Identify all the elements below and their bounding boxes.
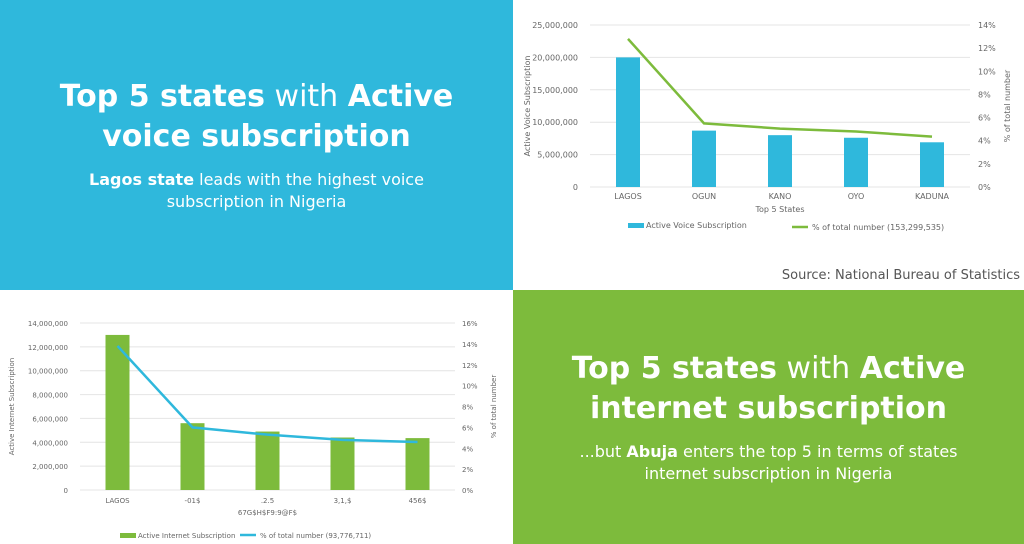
bar <box>844 137 868 187</box>
y-tick-label: 20,000,000 <box>532 53 578 62</box>
y-tick-label: 0 <box>64 487 68 495</box>
x-tick-label: 3,1,$ <box>334 497 352 505</box>
y-tick-label: 0 <box>573 183 578 192</box>
y2-tick-label: 12% <box>462 362 478 370</box>
x-tick-label: LAGOS <box>105 497 130 505</box>
legend-label: % of total number (153,299,535) <box>812 223 944 232</box>
y-axis-title: Active Internet Subscription <box>8 358 16 455</box>
x-tick-label: 456$ <box>409 497 427 505</box>
legend-swatch-bar <box>628 223 644 228</box>
y2-tick-label: 16% <box>462 320 478 328</box>
y2-tick-label: 6% <box>462 424 473 432</box>
voice-headline: Top 5 states with Active voice subscripti… <box>59 79 454 154</box>
y-tick-label: 5,000,000 <box>537 151 578 160</box>
internet-headline: Top 5 states with Active internet subscri… <box>571 351 966 426</box>
bar <box>616 57 640 188</box>
y2-axis-title: % of total number <box>1003 69 1012 142</box>
y-axis-title: Active Voice Subscription <box>523 56 532 157</box>
x-tick-label: .2.5 <box>261 497 274 505</box>
y-tick-label: 14,000,000 <box>28 320 68 328</box>
bar <box>768 135 792 187</box>
bar <box>405 438 430 490</box>
bar <box>255 431 280 490</box>
x-tick-label: KADUNA <box>915 192 950 201</box>
y-tick-label: 4,000,000 <box>32 439 68 447</box>
internet-subtext: ...but Abuja enters the top 5 in terms o… <box>579 442 958 483</box>
y2-tick-label: 10% <box>462 383 478 391</box>
y2-tick-label: 4% <box>462 445 473 453</box>
y2-tick-label: 2% <box>978 160 991 169</box>
x-axis-title: Top 5 States <box>754 205 804 214</box>
x-tick-label: OGUN <box>692 192 716 201</box>
bar <box>692 130 716 187</box>
legend-label: Active Voice Subscription <box>646 221 747 230</box>
y2-tick-label: 0% <box>978 183 991 192</box>
y2-tick-label: 14% <box>978 21 996 30</box>
voice-subtext: Lagos state leads with the highest voice… <box>89 170 424 211</box>
y2-tick-label: 10% <box>978 67 996 76</box>
x-tick-label: LAGOS <box>614 192 642 201</box>
legend-label: Active Internet Subscription <box>138 532 235 540</box>
x-axis-title: 67G$H$F9:9@F$ <box>238 509 297 517</box>
y2-tick-label: 12% <box>978 44 996 53</box>
y2-tick-label: 2% <box>462 466 473 474</box>
x-tick-label: OYO <box>848 192 865 201</box>
y2-tick-label: 8% <box>978 90 991 99</box>
x-tick-label: -01$ <box>185 497 201 505</box>
y2-tick-label: 0% <box>462 487 473 495</box>
y-tick-label: 15,000,000 <box>532 86 578 95</box>
y2-tick-label: 4% <box>978 137 991 146</box>
y-tick-label: 10,000,000 <box>28 368 68 376</box>
bar <box>330 437 355 490</box>
bar <box>105 334 130 490</box>
series-line <box>116 345 418 444</box>
y2-axis-title: % of total number <box>490 375 498 439</box>
y-tick-label: 10,000,000 <box>532 118 578 127</box>
y2-tick-label: 6% <box>978 114 991 123</box>
bar <box>920 142 944 187</box>
y-tick-label: 2,000,000 <box>32 463 68 471</box>
y2-tick-label: 14% <box>462 341 478 349</box>
y2-tick-label: 8% <box>462 404 473 412</box>
bar <box>180 423 205 490</box>
series-line <box>627 38 933 138</box>
legend-swatch-bar <box>120 533 136 538</box>
y-tick-label: 12,000,000 <box>28 344 68 352</box>
x-tick-label: KANO <box>769 192 792 201</box>
internet-summary-panel: Top 5 states with Active internet subscri… <box>513 290 1024 544</box>
voice-summary-panel: Top 5 states with Active voice subscripti… <box>0 0 513 290</box>
source-note: Source: National Bureau of Statistics <box>781 268 1020 283</box>
y-tick-label: 6,000,000 <box>32 415 68 423</box>
y-tick-label: 25,000,000 <box>532 21 578 30</box>
y-tick-label: 8,000,000 <box>32 392 68 400</box>
legend-label: % of total number (93,776,711) <box>260 532 371 540</box>
